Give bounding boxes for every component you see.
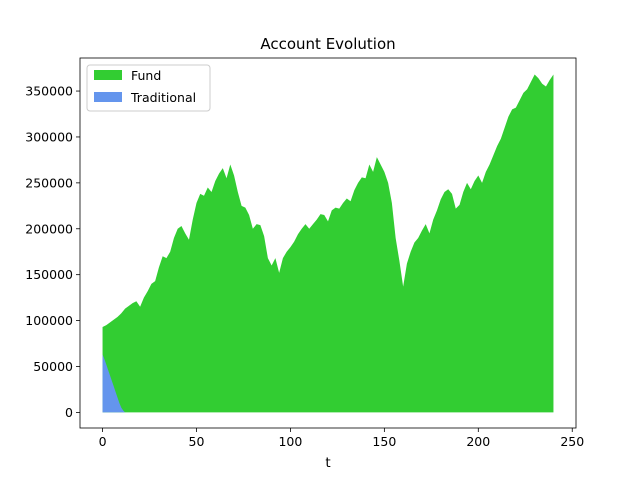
x-tick-label: 0	[99, 434, 107, 449]
series-layer	[102, 74, 554, 413]
area-series-fund	[102, 74, 554, 413]
x-tick-label: 250	[560, 434, 584, 449]
legend-swatch-fund	[94, 70, 122, 80]
y-tick-label: 100000	[25, 313, 73, 328]
x-tick-label: 200	[466, 434, 490, 449]
chart-title: Account Evolution	[260, 35, 395, 53]
x-tick-label: 150	[372, 434, 396, 449]
y-tick-label: 200000	[25, 221, 73, 236]
legend-swatch-traditional	[94, 92, 122, 102]
y-axis: 0 50000 100000 150000 200000 250000 300000 3500…	[25, 84, 80, 420]
x-tick-label: 100	[278, 434, 302, 449]
y-tick-label: 300000	[25, 129, 73, 144]
y-tick-label: 50000	[33, 359, 73, 374]
legend-label-traditional: Traditional	[130, 90, 196, 105]
y-tick-label: 250000	[25, 175, 73, 190]
y-tick-label: 0	[65, 405, 73, 420]
y-tick-label: 150000	[25, 267, 73, 282]
plot-frame	[79, 57, 577, 429]
x-tick-label: 50	[189, 434, 205, 449]
legend: Fund Traditional	[86, 64, 211, 112]
x-axis: 0 50 100 150 200 250	[99, 428, 584, 449]
legend-label-fund: Fund	[131, 68, 161, 83]
y-tick-label: 350000	[25, 84, 73, 99]
x-axis-label: t	[325, 455, 330, 471]
